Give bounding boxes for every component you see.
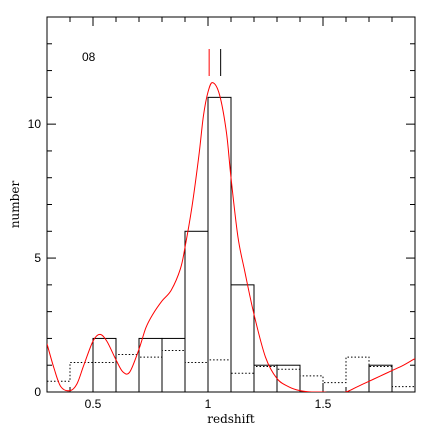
histogram-bar (253, 364, 278, 393)
histogram-bar (138, 337, 163, 393)
histogram-bar (92, 337, 117, 393)
histogram-bar (207, 96, 232, 393)
smoothed-curve (47, 82, 415, 392)
histogram-bar (161, 337, 186, 393)
y-tick-label: 10 (28, 117, 42, 131)
smoothed-curve-line (47, 82, 415, 392)
histogram-bar (184, 230, 209, 393)
panel-label: 08 (82, 50, 96, 64)
x-axis-title: redshift (207, 412, 255, 426)
x-tick-label: 1.5 (315, 397, 332, 411)
axis-ticks: 0.5 1 1.5 0 5 10 (28, 16, 416, 411)
histogram-bar (230, 284, 255, 393)
histogram-bars (92, 96, 393, 393)
histogram-bar (368, 364, 393, 393)
y-axis-title: number (8, 181, 22, 229)
y-tick-label: 5 (34, 251, 41, 265)
y-tick-label: 0 (34, 385, 41, 399)
x-tick-label: 1 (205, 397, 212, 411)
x-tick-label: 0.5 (85, 397, 102, 411)
peak-markers (208, 49, 222, 76)
